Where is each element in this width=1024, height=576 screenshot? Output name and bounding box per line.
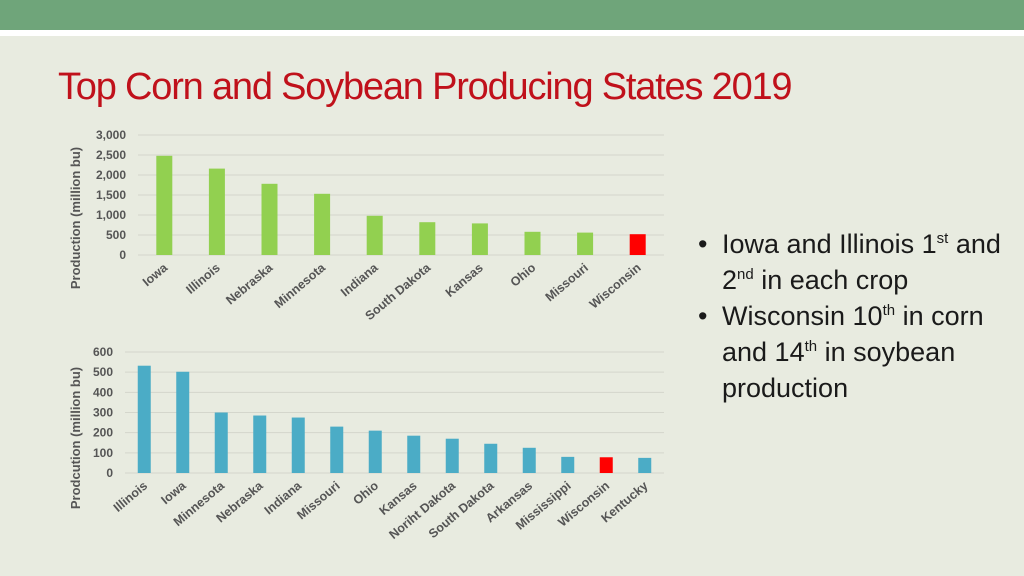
soybean-bar-mississippi — [561, 456, 575, 473]
corn-bar-minnesota — [314, 193, 331, 255]
soybean-y-tick-label: 200 — [93, 426, 113, 440]
key-points-list: • Iowa and Illinois 1st and 2nd in each c… — [690, 226, 1010, 406]
bullet-dot-icon: • — [698, 229, 708, 259]
soybean-category-label: Ohio — [350, 478, 381, 507]
corn-y-tick-label: 2,500 — [96, 148, 126, 162]
soybean-bar-minnesota — [214, 412, 228, 473]
corn-bar-missouri — [577, 232, 594, 255]
bullet-text: and 2 — [722, 229, 1001, 295]
corn-bar-kansas — [471, 223, 488, 255]
soybean-y-tick-label: 500 — [93, 365, 113, 379]
soybean-bar-noriht-dakota — [445, 438, 459, 473]
soybean-bar-iowa — [176, 371, 190, 473]
corn-production-chart: 0 500 1,000 1,500 2,000 2,500 3,000 Production … — [68, 128, 664, 323]
corn-y-tick-label: 1,000 — [96, 208, 126, 222]
soybean-y-tick-label: 300 — [93, 406, 113, 420]
bullet-text: in each crop — [753, 265, 909, 295]
corn-y-tick-label: 1,500 — [96, 188, 126, 202]
corn-y-tick-label: 0 — [119, 248, 126, 262]
soybean-y-tick-label: 0 — [106, 466, 113, 480]
soybean-bar-arkansas — [522, 447, 536, 473]
soybean-bar-indiana — [291, 417, 305, 473]
bullet-ordinal-suffix: st — [936, 230, 949, 247]
bullet-item: • Iowa and Illinois 1st and 2nd in each c… — [690, 226, 1010, 298]
corn-y-axis-title: Production (million bu) — [68, 147, 83, 289]
bullet-text: in corn and 14 — [722, 301, 984, 367]
corn-y-tick-label: 3,000 — [96, 128, 126, 142]
bullet-text: Iowa and Illinois 1 — [722, 229, 937, 259]
corn-bar-ohio — [524, 231, 541, 255]
bullet-item: • Wisconsin 10th in corn and 14th in soyb… — [690, 298, 1010, 406]
soybean-bar-missouri — [330, 426, 344, 473]
corn-bar-indiana — [366, 215, 383, 255]
soybean-production-chart: 0 100 200 300 400 500 600 Prodcution (million b… — [68, 345, 664, 542]
bullet-ordinal-suffix: nd — [737, 266, 754, 283]
soybean-category-label: South Dakota — [426, 478, 498, 541]
soybean-category-label: Iowa — [158, 478, 189, 507]
corn-bar-iowa — [156, 155, 173, 255]
soybean-bar-kansas — [407, 435, 421, 473]
soybean-bar-ohio — [368, 430, 382, 473]
soybean-bar-south-dakota — [484, 443, 498, 473]
bullet-dot-icon: • — [698, 301, 708, 331]
soybean-y-tick-label: 100 — [93, 446, 113, 460]
soybean-category-label: Missouri — [294, 479, 342, 523]
soybean-bar-kentucky — [638, 457, 652, 473]
corn-bar-south-dakota — [419, 222, 436, 255]
soybean-category-label: Illinois — [111, 479, 150, 515]
soybean-bar-illinois — [137, 365, 151, 473]
corn-y-tick-label: 500 — [106, 228, 126, 242]
bullet-text: in soybean production — [722, 337, 956, 403]
bullet-text: Wisconsin 10 — [722, 301, 883, 331]
soybean-bar-nebraska — [253, 415, 267, 473]
bullet-ordinal-suffix: th — [804, 338, 818, 355]
soybean-y-axis-title: Prodcution (million bu) — [68, 367, 83, 509]
corn-bar-wisconsin — [629, 234, 646, 255]
top-divider-line — [0, 30, 1024, 36]
corn-y-tick-label: 2,000 — [96, 168, 126, 182]
soybean-category-label: Noriht Dakota — [386, 478, 459, 542]
corn-bar-illinois — [208, 168, 225, 255]
bullet-ordinal-suffix: th — [882, 302, 896, 319]
soybean-bar-wisconsin — [599, 457, 613, 473]
soybean-y-tick-label: 600 — [93, 345, 113, 359]
corn-bar-nebraska — [261, 183, 278, 255]
soybean-y-tick-label: 400 — [93, 385, 113, 399]
top-accent-bar — [0, 0, 1024, 30]
slide-title: Top Corn and Soybean Producing States 20… — [58, 66, 793, 108]
